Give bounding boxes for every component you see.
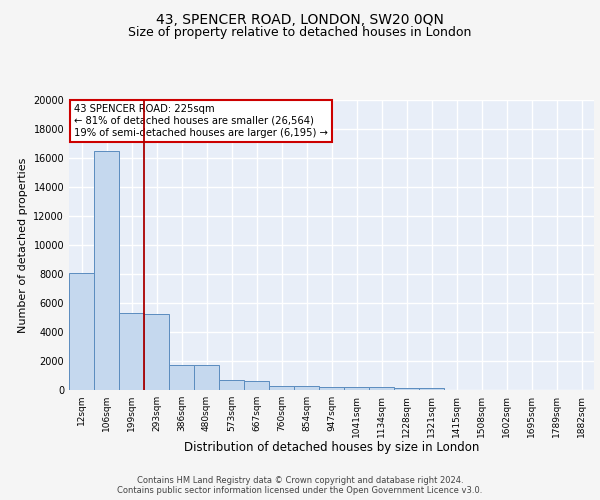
Text: Contains HM Land Registry data © Crown copyright and database right 2024.
Contai: Contains HM Land Registry data © Crown c… (118, 476, 482, 495)
Bar (394, 388, 419, 390)
Bar (294, 386, 319, 390)
Text: 43 SPENCER ROAD: 225sqm
← 81% of detached houses are smaller (26,564)
19% of sem: 43 SPENCER ROAD: 225sqm ← 81% of detache… (74, 104, 328, 138)
Text: Size of property relative to detached houses in London: Size of property relative to detached ho… (128, 26, 472, 39)
Bar (219, 380, 244, 390)
Y-axis label: Number of detached properties: Number of detached properties (18, 158, 28, 332)
Bar (144, 314, 169, 390)
Bar (369, 388, 394, 390)
Bar (169, 364, 194, 390)
Bar (244, 380, 269, 390)
X-axis label: Distribution of detached houses by size in London: Distribution of detached houses by size … (184, 441, 479, 454)
Bar (319, 387, 344, 390)
Text: 43, SPENCER ROAD, LONDON, SW20 0QN: 43, SPENCER ROAD, LONDON, SW20 0QN (156, 12, 444, 26)
Bar (344, 387, 369, 390)
Bar (94, 151, 119, 390)
Bar (119, 313, 144, 390)
Bar (419, 388, 444, 390)
Bar (69, 272, 94, 390)
Bar (194, 366, 219, 390)
Bar (269, 386, 294, 390)
